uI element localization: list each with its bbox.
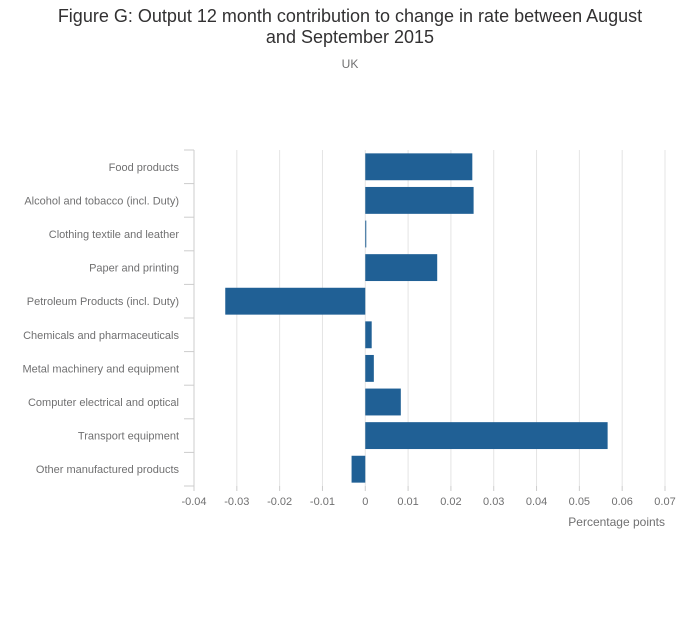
x-tick-label: -0.01 <box>310 496 335 508</box>
x-axis-title: Percentage points <box>568 515 665 529</box>
y-category-label: Transport equipment <box>78 431 179 443</box>
bar <box>365 153 473 181</box>
axes: -0.04 -0.03 -0.02 -0.01 0 0.01 0.02 0.03 0.04 0.0… <box>22 149 676 508</box>
x-tick-label: 0.03 <box>483 496 504 508</box>
y-category-label: Metal machinery and equipment <box>22 363 179 375</box>
x-tick-label: 0.02 <box>440 496 461 508</box>
bar <box>365 388 401 416</box>
bar <box>225 287 366 315</box>
y-category-label: Chemicals and pharmaceuticals <box>23 330 179 342</box>
x-tick-label: 0.05 <box>569 496 590 508</box>
bar <box>351 455 366 483</box>
bar <box>365 254 438 282</box>
x-tick-label: 0 <box>362 496 368 508</box>
bar <box>365 220 367 248</box>
y-category-label: Alcohol and tobacco (incl. Duty) <box>24 195 179 207</box>
bar <box>365 422 608 450</box>
x-tick-label: -0.03 <box>224 496 249 508</box>
y-category-label: Petroleum Products (incl. Duty) <box>27 296 179 308</box>
chart-title-line: and September 2015 <box>265 27 435 47</box>
y-category-label: Paper and printing <box>89 263 179 275</box>
x-tick-label: 0.07 <box>654 496 675 508</box>
bar <box>365 186 474 214</box>
bar <box>365 354 374 382</box>
x-tick-label: -0.02 <box>267 496 292 508</box>
x-tick-label: -0.04 <box>181 496 206 508</box>
x-tick-label: 0.06 <box>611 496 632 508</box>
bars <box>225 153 608 483</box>
x-tick-label: 0.04 <box>526 496 547 508</box>
chart-title: Figure G: Output 12 month contribution t… <box>0 6 700 48</box>
y-category-label: Food products <box>109 162 180 174</box>
x-tick-label: 0.01 <box>397 496 418 508</box>
chart-subtitle: UK <box>341 57 359 71</box>
y-category-label: Computer electrical and optical <box>28 397 179 409</box>
y-category-label: Clothing textile and leather <box>49 229 180 241</box>
y-category-label: Other manufactured products <box>36 464 180 476</box>
bar <box>365 321 372 349</box>
chart-title-line: Figure G: Output 12 month contribution t… <box>57 6 643 26</box>
